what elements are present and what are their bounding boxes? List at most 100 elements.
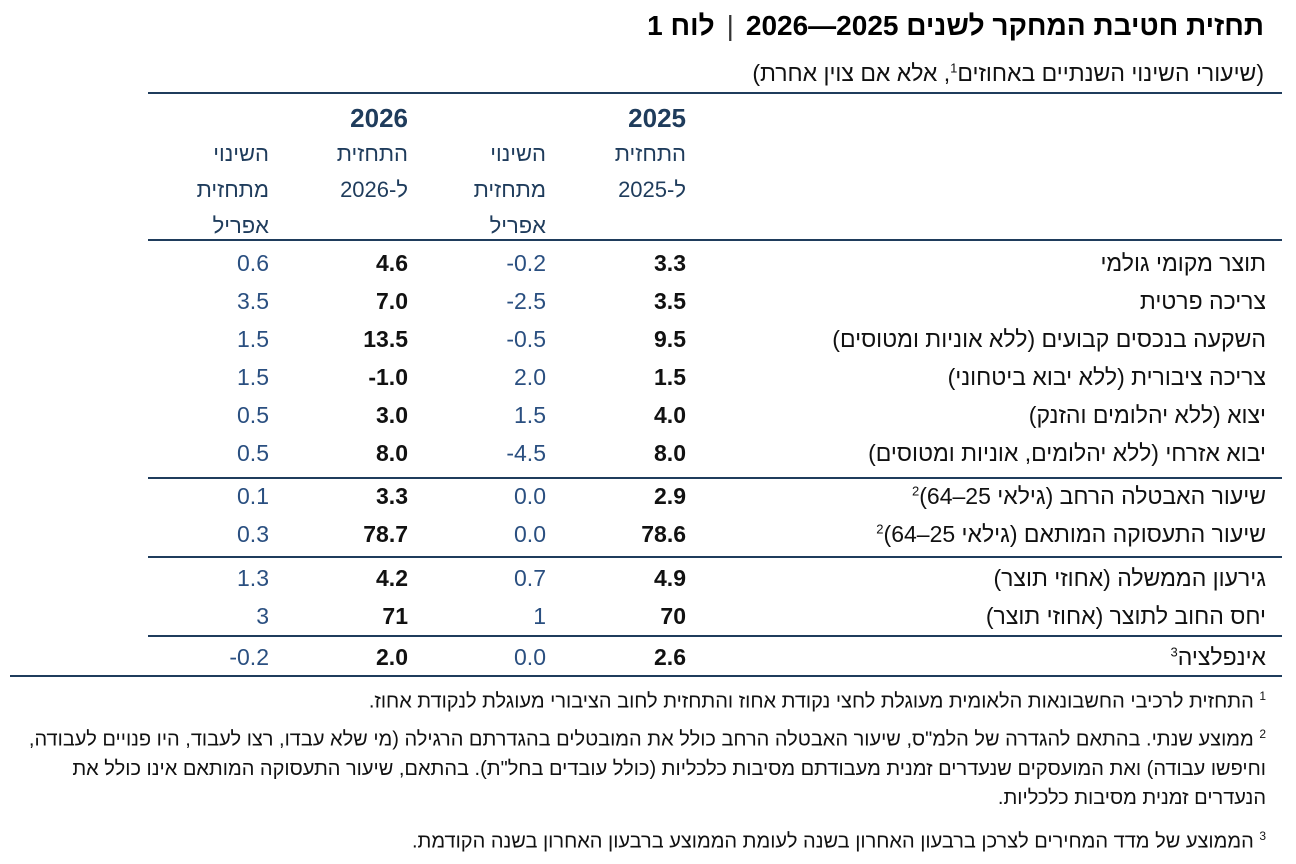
cell-forecast-2025: 3.5: [654, 288, 686, 314]
header-change-2025-line1: השינוי: [490, 141, 546, 166]
header-2026-line1: התחזית: [336, 141, 408, 166]
cell-forecast-2026: 8.0: [376, 440, 408, 466]
cell-change-2026: 0.5: [237, 440, 269, 466]
footnote-1: 1 התחזית לרכיבי החשבונאות הלאומית מעוגלת…: [4, 682, 1266, 717]
cell-change-2025: -2.5: [506, 288, 546, 314]
table-row: השקעה בנכסים קבועים (ללא אוניות ומטוסים)…: [0, 326, 1296, 364]
cell-change-2025: 0.0: [514, 644, 546, 670]
table-bottom-rule: [10, 675, 1282, 677]
table-row: יצוא (ללא יהלומים והזנק) 4.0 1.5 3.0 0.5: [0, 402, 1296, 440]
row-label: גירעון הממשלה (אחוזי תוצר): [993, 565, 1266, 591]
table-row: שיעור האבטלה הרחב (גילאי 25–64)2 2.9 0.0…: [0, 483, 1296, 521]
cell-forecast-2026: 4.2: [376, 565, 408, 591]
table-row: שיעור התעסוקה המותאם (גילאי 25–64)2 78.6…: [0, 521, 1296, 559]
row-label: יצוא (ללא יהלומים והזנק): [1028, 402, 1266, 428]
subtitle-footnote-ref: 1: [950, 60, 958, 76]
footnote-3: 3 הממוצע של מדד המחירים לצרכן ברבעון האח…: [4, 822, 1266, 857]
cell-change-2026: 0.3: [237, 521, 269, 547]
row-label: שיעור התעסוקה המותאם (גילאי 25–64)2: [876, 521, 1266, 547]
header-change-2026-line2: מתחזית: [196, 177, 269, 202]
cell-forecast-2026: 7.0: [376, 288, 408, 314]
header-bottom-rule: [148, 239, 1282, 241]
cell-forecast-2026: 3.3: [376, 483, 408, 509]
row-label: יחס החוב לתוצר (אחוזי תוצר): [985, 603, 1266, 629]
row-label: יבוא אזרחי (ללא יהלומים, אוניות ומטוסים): [868, 440, 1266, 466]
header-change-2025: השינוי מתחזית אפריל: [474, 136, 546, 244]
cell-change-2025: 0.0: [514, 483, 546, 509]
cell-forecast-2025: 4.0: [654, 402, 686, 428]
cell-change-2025: 1.5: [514, 402, 546, 428]
cell-forecast-2025: 70: [660, 603, 686, 629]
table-row: אינפלציה3 2.6 0.0 2.0 -0.2: [0, 644, 1296, 682]
cell-change-2026: -0.2: [229, 644, 269, 670]
header-change-2025-line2: מתחזית: [473, 177, 546, 202]
row-label: שיעור האבטלה הרחב (גילאי 25–64)2: [912, 483, 1266, 509]
footnote-text: ממוצע שנתי. בהתאם להגדרה של הלמ"ס, שיעור…: [28, 728, 1266, 809]
row-label: תוצר מקומי גולמי: [1100, 250, 1266, 276]
cell-forecast-2025: 1.5: [654, 364, 686, 390]
cell-forecast-2026: -1.0: [368, 364, 408, 390]
cell-forecast-2025: 2.6: [654, 644, 686, 670]
table-title: לוח 1 | תחזית חטיבת המחקר לשנים 2025—202…: [647, 8, 1264, 44]
cell-forecast-2026: 71: [382, 603, 408, 629]
cell-forecast-2025: 9.5: [654, 326, 686, 352]
cell-forecast-2025: 8.0: [654, 440, 686, 466]
table-subtitle: (שיעורי השינוי השנתיים באחוזים1, אלא אם …: [752, 60, 1264, 87]
cell-forecast-2025: 78.6: [641, 521, 686, 547]
cell-change-2026: 3: [256, 603, 269, 629]
cell-forecast-2026: 2.0: [376, 644, 408, 670]
footnote-number: 3: [1259, 829, 1266, 843]
cell-forecast-2026: 13.5: [363, 326, 408, 352]
header-forecast-2026: 2026 התחזית ל-2026: [337, 100, 408, 208]
cell-change-2025: 2.0: [514, 364, 546, 390]
header-2025-line2: ל-2025: [618, 177, 686, 202]
table-number: לוח 1: [647, 10, 715, 41]
cell-change-2026: 0.6: [237, 250, 269, 276]
table-title-text: תחזית חטיבת המחקר לשנים 2025—2026: [745, 10, 1264, 41]
cell-change-2026: 1.5: [237, 326, 269, 352]
cell-change-2026: 3.5: [237, 288, 269, 314]
cell-change-2025: -0.5: [506, 326, 546, 352]
header-year-2025: 2025: [628, 103, 686, 133]
cell-change-2026: 1.3: [237, 565, 269, 591]
table-row: גירעון הממשלה (אחוזי תוצר) 4.9 0.7 4.2 1…: [0, 565, 1296, 603]
footnote-text: הממוצע של מדד המחירים לצרכן ברבעון האחרו…: [411, 830, 1254, 853]
cell-forecast-2025: 4.9: [654, 565, 686, 591]
row-label: צריכה ציבורית (ללא יבוא ביטחוני): [947, 364, 1266, 390]
subtitle-text: (שיעורי השינוי השנתיים באחוזים: [957, 60, 1264, 86]
cell-forecast-2025: 2.9: [654, 483, 686, 509]
cell-forecast-2025: 3.3: [654, 250, 686, 276]
subtitle-rest: , אלא אם צוין אחרת): [752, 60, 951, 86]
header-forecast-2025: 2025 התחזית ל-2025: [615, 100, 686, 208]
row-label: צריכה פרטית: [1139, 288, 1266, 314]
footnote-number: 2: [1259, 727, 1266, 741]
header-change-2026-line3: אפריל: [212, 213, 269, 238]
cell-change-2025: 1: [533, 603, 546, 629]
group-divider: [148, 635, 1282, 637]
cell-forecast-2026: 3.0: [376, 402, 408, 428]
cell-change-2026: 0.5: [237, 402, 269, 428]
cell-forecast-2026: 4.6: [376, 250, 408, 276]
header-2026-line2: ל-2026: [340, 177, 408, 202]
cell-forecast-2026: 78.7: [363, 521, 408, 547]
header-change-2026: השינוי מתחזית אפריל: [197, 136, 269, 244]
cell-change-2025: 0.0: [514, 521, 546, 547]
cell-change-2026: 0.1: [237, 483, 269, 509]
footnote-number: 1: [1259, 689, 1266, 703]
table-row: יבוא אזרחי (ללא יהלומים, אוניות ומטוסים)…: [0, 440, 1296, 478]
header-2025-line1: התחזית: [614, 141, 686, 166]
table-row: תוצר מקומי גולמי 3.3 -0.2 4.6 0.6: [0, 250, 1296, 288]
group-divider: [148, 556, 1282, 558]
cell-change-2025: -4.5: [506, 440, 546, 466]
header-change-2025-line3: אפריל: [489, 213, 546, 238]
cell-change-2025: 0.7: [514, 565, 546, 591]
table-row: צריכה פרטית 3.5 -2.5 7.0 3.5: [0, 288, 1296, 326]
table-row: יחס החוב לתוצר (אחוזי תוצר) 70 1 71 3: [0, 603, 1296, 641]
row-label: אינפלציה3: [1170, 644, 1266, 670]
cell-change-2026: 1.5: [237, 364, 269, 390]
group-divider: [148, 477, 1282, 479]
header-top-rule: [148, 92, 1282, 94]
title-separator: |: [726, 10, 734, 41]
header-change-2026-line1: השינוי: [213, 141, 269, 166]
cell-change-2025: -0.2: [506, 250, 546, 276]
